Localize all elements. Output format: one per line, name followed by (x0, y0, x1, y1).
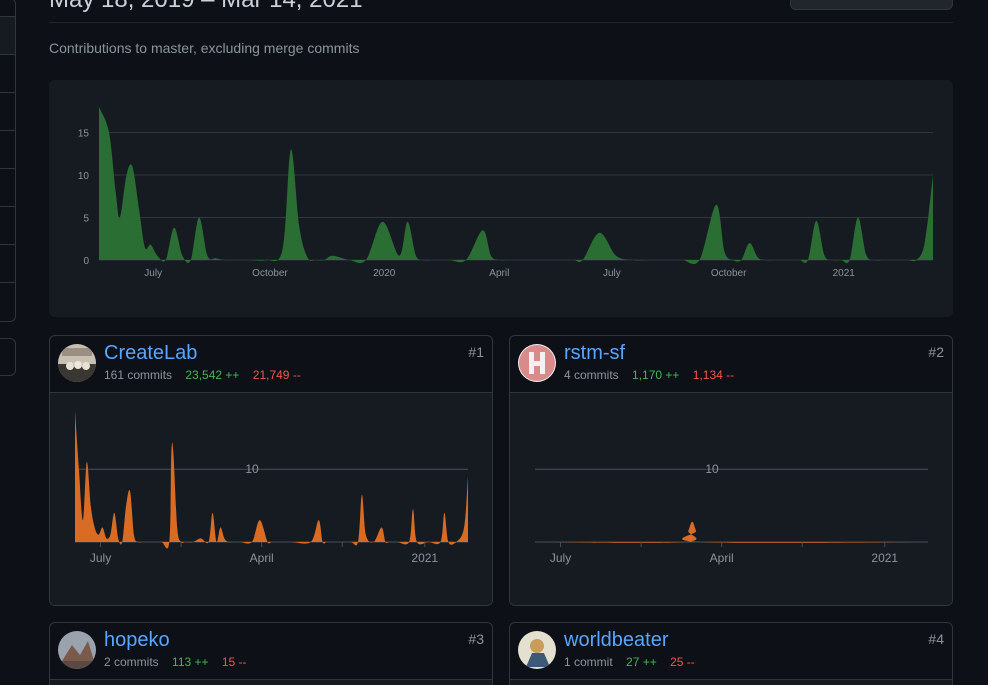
y-tick-label: 10 (705, 462, 719, 476)
sidebar-item[interactable] (0, 207, 15, 245)
contributions-chart-svg: 0 5 10 15 July October 2020 April July October 202… (78, 107, 933, 279)
additions-count: 113 ++ (172, 655, 209, 669)
series-area (99, 107, 933, 265)
deletions-count: 25 -- (670, 655, 695, 669)
commit-count-link[interactable]: 4 commits (564, 368, 619, 382)
sidebar (0, 0, 17, 685)
page-title: May 18, 2019 – Mar 14, 2021 (49, 0, 363, 14)
x-tick-label: July (603, 268, 621, 279)
y-tick-label: 0 (83, 256, 89, 267)
additions-count: 27 ++ (626, 655, 657, 669)
period-select[interactable] (790, 0, 953, 10)
contributor-name-link[interactable]: hopeko (104, 629, 170, 651)
x-tick-label: October (252, 268, 288, 279)
series-area (535, 521, 928, 543)
avatar[interactable] (518, 631, 556, 669)
sidebar-item-active[interactable] (0, 17, 15, 55)
contributor-name-link[interactable]: CreateLab (104, 342, 198, 364)
contributor-chart (510, 680, 952, 685)
contributor-card-header: worldbeater 1 commit 27 ++ 25 -- #4 (510, 623, 952, 680)
x-tick-label: 2021 (833, 268, 856, 279)
deletions-count: 1,134 -- (692, 368, 735, 382)
divider (49, 22, 953, 23)
commit-count-link[interactable]: 161 commits (104, 368, 173, 382)
contributor-card-header: hopeko 2 commits 113 ++ 15 -- #3 (50, 623, 492, 680)
x-tick-label: July (550, 551, 571, 565)
contributor-card: hopeko 2 commits 113 ++ 15 -- #3 (49, 622, 493, 685)
contributor-card-header: rstm-sf 4 commits 1,170 ++ 1,134 -- #2 (510, 336, 952, 393)
contributor-chart: 10 July April 2021 (510, 393, 952, 605)
avatar[interactable] (58, 631, 96, 669)
contributor-stats: 2 commits 113 ++ 15 -- (104, 655, 247, 669)
contributor-chart: 10 July April 2021 (50, 393, 492, 605)
deletions-count: 21,749 -- (252, 368, 301, 382)
additions-count: 1,170 ++ (632, 368, 680, 382)
sidebar-menu (0, 0, 16, 322)
contributor-name-link[interactable]: rstm-sf (564, 342, 626, 364)
y-tick-label: 15 (78, 129, 90, 140)
deletions-count: 15 -- (221, 655, 247, 669)
commit-count-link[interactable]: 2 commits (104, 655, 159, 669)
contributor-stats: 161 commits 23,542 ++ 21,749 -- (104, 368, 301, 382)
avatar[interactable] (58, 344, 96, 382)
contributor-stats: 4 commits 1,170 ++ 1,134 -- (564, 368, 734, 382)
sidebar-extra-box[interactable] (0, 338, 16, 376)
x-tick-label: April (710, 551, 734, 565)
contributor-name-link[interactable]: worldbeater (564, 629, 669, 651)
page-subtitle: Contributions to master, excluding merge… (49, 40, 360, 56)
x-tick-label: October (711, 268, 747, 279)
sidebar-item[interactable] (0, 93, 15, 131)
sidebar-item[interactable] (0, 0, 15, 17)
x-tick-label: 2021 (411, 551, 438, 565)
contributor-chart-svg: 10 July April 2021 (75, 411, 468, 565)
additions-count: 23,542 ++ (185, 368, 240, 382)
contributor-chart (50, 680, 492, 685)
y-tick-label: 10 (78, 171, 90, 182)
y-tick-label: 10 (245, 462, 259, 476)
contributor-rank: #4 (928, 631, 944, 647)
contributor-card-header: CreateLab 161 commits 23,542 ++ 21,749 -… (50, 336, 492, 393)
x-tick-label: July (90, 551, 111, 565)
contributor-rank: #1 (468, 344, 484, 360)
x-tick-label: 2020 (373, 268, 396, 279)
contributions-chart: 0 5 10 15 July October 2020 April July October 202… (49, 80, 953, 317)
commit-count-link[interactable]: 1 commit (564, 655, 613, 669)
contributor-rank: #3 (468, 631, 484, 647)
y-tick-label: 5 (83, 214, 89, 225)
x-tick-label: April (250, 551, 274, 565)
sidebar-item[interactable] (0, 283, 15, 321)
sidebar-item[interactable] (0, 131, 15, 169)
contributor-card: rstm-sf 4 commits 1,170 ++ 1,134 -- #2 1… (509, 335, 953, 606)
contributor-rank: #2 (928, 344, 944, 360)
series-area (75, 411, 468, 549)
contributor-card: worldbeater 1 commit 27 ++ 25 -- #4 (509, 622, 953, 685)
contributor-chart-svg: 10 July April 2021 (535, 462, 928, 565)
x-tick-label: 2021 (871, 551, 898, 565)
contributor-card: CreateLab 161 commits 23,542 ++ 21,749 -… (49, 335, 493, 606)
contributor-stats: 1 commit 27 ++ 25 -- (564, 655, 695, 669)
sidebar-item[interactable] (0, 245, 15, 283)
x-tick-label: April (489, 268, 509, 279)
sidebar-item[interactable] (0, 169, 15, 207)
x-tick-label: July (144, 268, 162, 279)
sidebar-item[interactable] (0, 55, 15, 93)
avatar[interactable] (518, 344, 556, 382)
